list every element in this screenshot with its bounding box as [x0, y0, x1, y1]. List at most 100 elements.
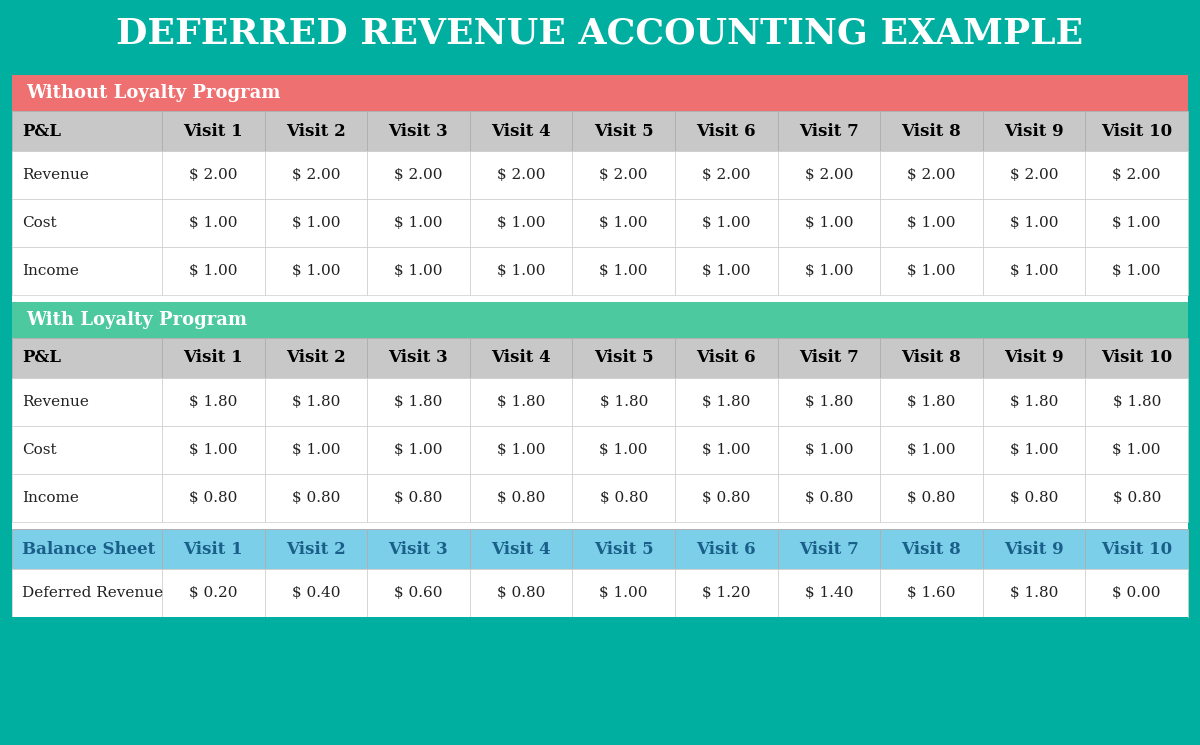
- Bar: [12, 75, 1188, 111]
- Bar: [12, 426, 162, 474]
- Bar: [1086, 111, 1188, 151]
- Text: Visit 10: Visit 10: [1102, 541, 1172, 557]
- Text: $ 1.00: $ 1.00: [190, 264, 238, 278]
- Text: $ 0.80: $ 0.80: [497, 586, 545, 600]
- Text: $ 1.00: $ 1.00: [1112, 264, 1160, 278]
- Bar: [881, 426, 983, 474]
- Text: $ 1.80: $ 1.80: [805, 395, 853, 409]
- Text: Revenue: Revenue: [23, 395, 89, 409]
- Bar: [1086, 474, 1188, 522]
- Text: Visit 10: Visit 10: [1102, 349, 1172, 367]
- Text: $ 1.80: $ 1.80: [600, 395, 648, 409]
- Text: Visit 6: Visit 6: [696, 122, 756, 139]
- Text: $ 2.00: $ 2.00: [907, 168, 955, 182]
- Bar: [265, 426, 367, 474]
- Text: $ 1.00: $ 1.00: [805, 264, 853, 278]
- Bar: [12, 75, 1188, 737]
- Text: Visit 6: Visit 6: [696, 349, 756, 367]
- Bar: [265, 529, 367, 569]
- Text: Visit 8: Visit 8: [901, 541, 961, 557]
- Text: Visit 7: Visit 7: [799, 541, 859, 557]
- Bar: [572, 338, 674, 378]
- Bar: [367, 247, 470, 295]
- Bar: [265, 378, 367, 426]
- Bar: [881, 529, 983, 569]
- Bar: [674, 199, 778, 247]
- Bar: [12, 151, 162, 199]
- Bar: [265, 111, 367, 151]
- Bar: [572, 426, 674, 474]
- Bar: [572, 474, 674, 522]
- Text: $ 1.00: $ 1.00: [1010, 264, 1058, 278]
- Text: P&L: P&L: [23, 349, 61, 367]
- Bar: [470, 474, 572, 522]
- Text: $ 1.00: $ 1.00: [600, 216, 648, 230]
- Bar: [674, 247, 778, 295]
- Bar: [778, 426, 881, 474]
- Text: Balance Sheet: Balance Sheet: [23, 541, 156, 557]
- Bar: [162, 426, 265, 474]
- Text: $ 1.80: $ 1.80: [292, 395, 340, 409]
- Text: Visit 6: Visit 6: [696, 541, 756, 557]
- Bar: [470, 151, 572, 199]
- Bar: [674, 529, 778, 569]
- Text: $ 1.80: $ 1.80: [1112, 395, 1160, 409]
- Text: $ 1.00: $ 1.00: [497, 216, 545, 230]
- Text: Visit 9: Visit 9: [1004, 122, 1064, 139]
- Text: $ 1.00: $ 1.00: [190, 216, 238, 230]
- Text: $ 1.00: $ 1.00: [497, 264, 545, 278]
- Text: Visit 8: Visit 8: [901, 349, 961, 367]
- Bar: [470, 199, 572, 247]
- Text: $ 1.40: $ 1.40: [805, 586, 853, 600]
- Bar: [12, 0, 1188, 68]
- Bar: [983, 569, 1085, 617]
- Text: $ 2.00: $ 2.00: [292, 168, 340, 182]
- Text: $ 1.00: $ 1.00: [395, 443, 443, 457]
- Text: $ 1.80: $ 1.80: [702, 395, 750, 409]
- Bar: [265, 569, 367, 617]
- Bar: [881, 247, 983, 295]
- Bar: [367, 529, 470, 569]
- Bar: [572, 247, 674, 295]
- Text: Cost: Cost: [23, 443, 58, 457]
- Bar: [367, 426, 470, 474]
- Bar: [367, 474, 470, 522]
- Bar: [1086, 569, 1188, 617]
- Bar: [1086, 199, 1188, 247]
- Bar: [12, 302, 1188, 338]
- Text: Visit 3: Visit 3: [389, 349, 449, 367]
- Bar: [367, 151, 470, 199]
- Text: $ 1.00: $ 1.00: [190, 443, 238, 457]
- Text: Visit 8: Visit 8: [901, 122, 961, 139]
- Bar: [983, 199, 1085, 247]
- Bar: [983, 529, 1085, 569]
- Text: Visit 4: Visit 4: [491, 349, 551, 367]
- Text: Visit 5: Visit 5: [594, 349, 654, 367]
- Text: DEFERRED REVENUE ACCOUNTING EXAMPLE: DEFERRED REVENUE ACCOUNTING EXAMPLE: [116, 17, 1084, 51]
- Bar: [12, 569, 162, 617]
- Bar: [881, 474, 983, 522]
- Text: $ 2.00: $ 2.00: [395, 168, 443, 182]
- Bar: [778, 378, 881, 426]
- Text: $ 0.80: $ 0.80: [1010, 491, 1058, 505]
- Bar: [12, 111, 162, 151]
- Bar: [778, 199, 881, 247]
- Bar: [983, 426, 1085, 474]
- Text: Deferred Revenue: Deferred Revenue: [23, 586, 163, 600]
- Bar: [778, 111, 881, 151]
- Text: $ 1.00: $ 1.00: [1010, 443, 1058, 457]
- Text: $ 1.00: $ 1.00: [497, 443, 545, 457]
- Bar: [162, 151, 265, 199]
- Bar: [983, 151, 1085, 199]
- Bar: [674, 569, 778, 617]
- Bar: [983, 111, 1085, 151]
- Bar: [12, 378, 162, 426]
- Bar: [674, 111, 778, 151]
- Text: Visit 5: Visit 5: [594, 122, 654, 139]
- Bar: [470, 569, 572, 617]
- Bar: [674, 378, 778, 426]
- Text: $ 0.80: $ 0.80: [292, 491, 340, 505]
- Text: P&L: P&L: [23, 122, 61, 139]
- Bar: [881, 111, 983, 151]
- Text: $ 0.80: $ 0.80: [190, 491, 238, 505]
